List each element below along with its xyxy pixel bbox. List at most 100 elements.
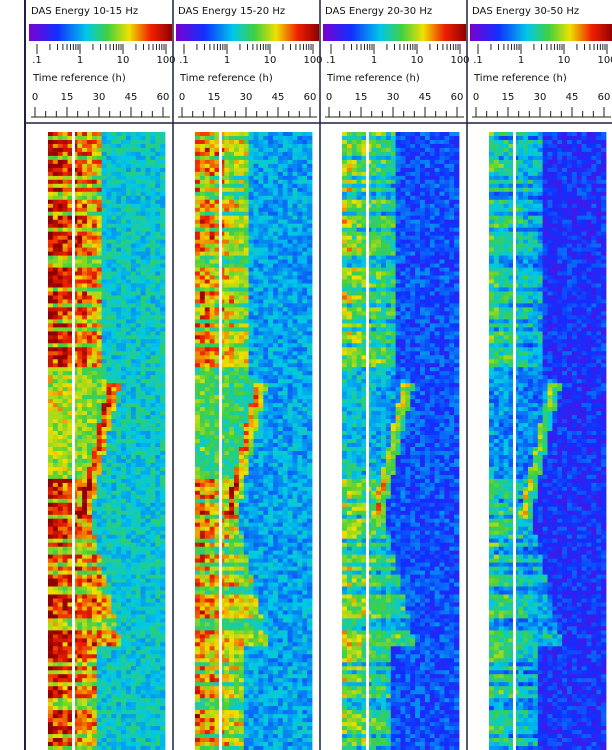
heatmap-cell — [307, 216, 312, 220]
heatmap-cell — [205, 200, 210, 204]
heatmap-cell — [210, 172, 215, 176]
heatmap-cell — [107, 335, 112, 339]
heatmap-cell — [244, 216, 249, 220]
heatmap-cell — [82, 200, 87, 204]
heatmap-cell — [87, 666, 92, 670]
heatmap-cell — [87, 327, 92, 331]
heatmap-cell — [121, 718, 126, 722]
heatmap-cell — [283, 307, 288, 311]
heatmap-cell — [254, 212, 259, 216]
heatmap-cell — [58, 196, 63, 200]
heatmap-cell — [150, 607, 155, 611]
heatmap-cell — [121, 140, 126, 144]
heatmap-cell — [126, 634, 131, 638]
heatmap-cell — [126, 363, 131, 367]
heatmap-cell — [210, 212, 215, 216]
heatmap-cell — [92, 658, 97, 662]
heatmap-cell — [146, 224, 151, 228]
heatmap-cell — [234, 311, 239, 315]
heatmap-cell — [87, 443, 92, 447]
heatmap-cell — [307, 160, 312, 164]
heatmap-cell — [97, 730, 102, 734]
heatmap-cell — [63, 200, 68, 204]
heatmap-cell — [210, 272, 215, 276]
heatmap-cell — [87, 519, 92, 523]
heatmap-cell — [82, 702, 87, 706]
heatmap-cell — [77, 288, 82, 292]
heatmap-cell — [249, 152, 254, 156]
heatmap-cell — [63, 284, 68, 288]
heatmap-cell — [48, 682, 53, 686]
heatmap-cell — [150, 363, 155, 367]
heatmap-cell — [283, 180, 288, 184]
heatmap-cell — [160, 622, 165, 626]
heatmap-cell — [87, 583, 92, 587]
heatmap-cell — [82, 232, 87, 236]
heatmap-cell — [278, 232, 283, 236]
heatmap-cell — [136, 607, 141, 611]
heatmap-cell — [234, 264, 239, 268]
heatmap-cell — [146, 499, 151, 503]
heatmap-cell — [195, 192, 200, 196]
heatmap-cell — [92, 387, 97, 391]
heatmap-cell — [97, 451, 102, 455]
heatmap-cell — [87, 622, 92, 626]
heatmap-cell — [48, 674, 53, 678]
heatmap-cell — [97, 543, 102, 547]
heatmap-cell — [58, 551, 63, 555]
heatmap-cell — [82, 543, 87, 547]
heatmap-cell — [273, 315, 278, 319]
heatmap-cell — [136, 547, 141, 551]
heatmap-cell — [195, 240, 200, 244]
heatmap-cell — [63, 423, 68, 427]
heatmap-cell — [48, 459, 53, 463]
heatmap-cell — [107, 375, 112, 379]
heatmap-cell — [87, 515, 92, 519]
heatmap-cell — [234, 172, 239, 176]
heatmap-cell — [121, 280, 126, 284]
heatmap-cell — [126, 339, 131, 343]
heatmap-cell — [97, 547, 102, 551]
heatmap-cell — [48, 603, 53, 607]
heatmap-cell — [107, 359, 112, 363]
heatmap-cell — [146, 156, 151, 160]
heatmap-cell — [121, 180, 126, 184]
heatmap-cell — [63, 427, 68, 431]
heatmap-cell — [53, 407, 58, 411]
heatmap-cell — [200, 232, 205, 236]
heatmap-cell — [102, 603, 107, 607]
heatmap-cell — [126, 140, 131, 144]
heatmap-cell — [77, 734, 82, 738]
heatmap-cell — [254, 188, 259, 192]
heatmap-cell — [116, 216, 121, 220]
heatmap-cell — [111, 547, 116, 551]
heatmap-cell — [121, 367, 126, 371]
heatmap-cell — [126, 359, 131, 363]
heatmap-cell — [58, 555, 63, 559]
heatmap-cell — [87, 479, 92, 483]
heatmap-cell — [82, 268, 87, 272]
heatmap-cell — [297, 140, 302, 144]
heatmap-cell — [297, 268, 302, 272]
heatmap-cell — [146, 511, 151, 515]
heatmap-cell — [77, 531, 82, 535]
heatmap-cell — [58, 634, 63, 638]
heatmap-cell — [126, 403, 131, 407]
heatmap-cell — [116, 212, 121, 216]
heatmap-cell — [141, 678, 146, 682]
heatmap-cell — [210, 224, 215, 228]
heatmap-cell — [87, 252, 92, 256]
heatmap-cell — [92, 455, 97, 459]
heatmap-cell — [121, 686, 126, 690]
track-title: DAS Energy 15-20 Hz — [178, 6, 285, 17]
heatmap-cell — [53, 284, 58, 288]
heatmap-cell — [131, 200, 136, 204]
heatmap-cell — [97, 192, 102, 196]
heatmap-cell — [150, 383, 155, 387]
heatmap-cell — [97, 499, 102, 503]
heatmap-cell — [160, 152, 165, 156]
heatmap-cell — [92, 531, 97, 535]
heatmap-cell — [116, 319, 121, 323]
heatmap-cell — [293, 136, 298, 140]
heatmap-cell — [48, 148, 53, 152]
